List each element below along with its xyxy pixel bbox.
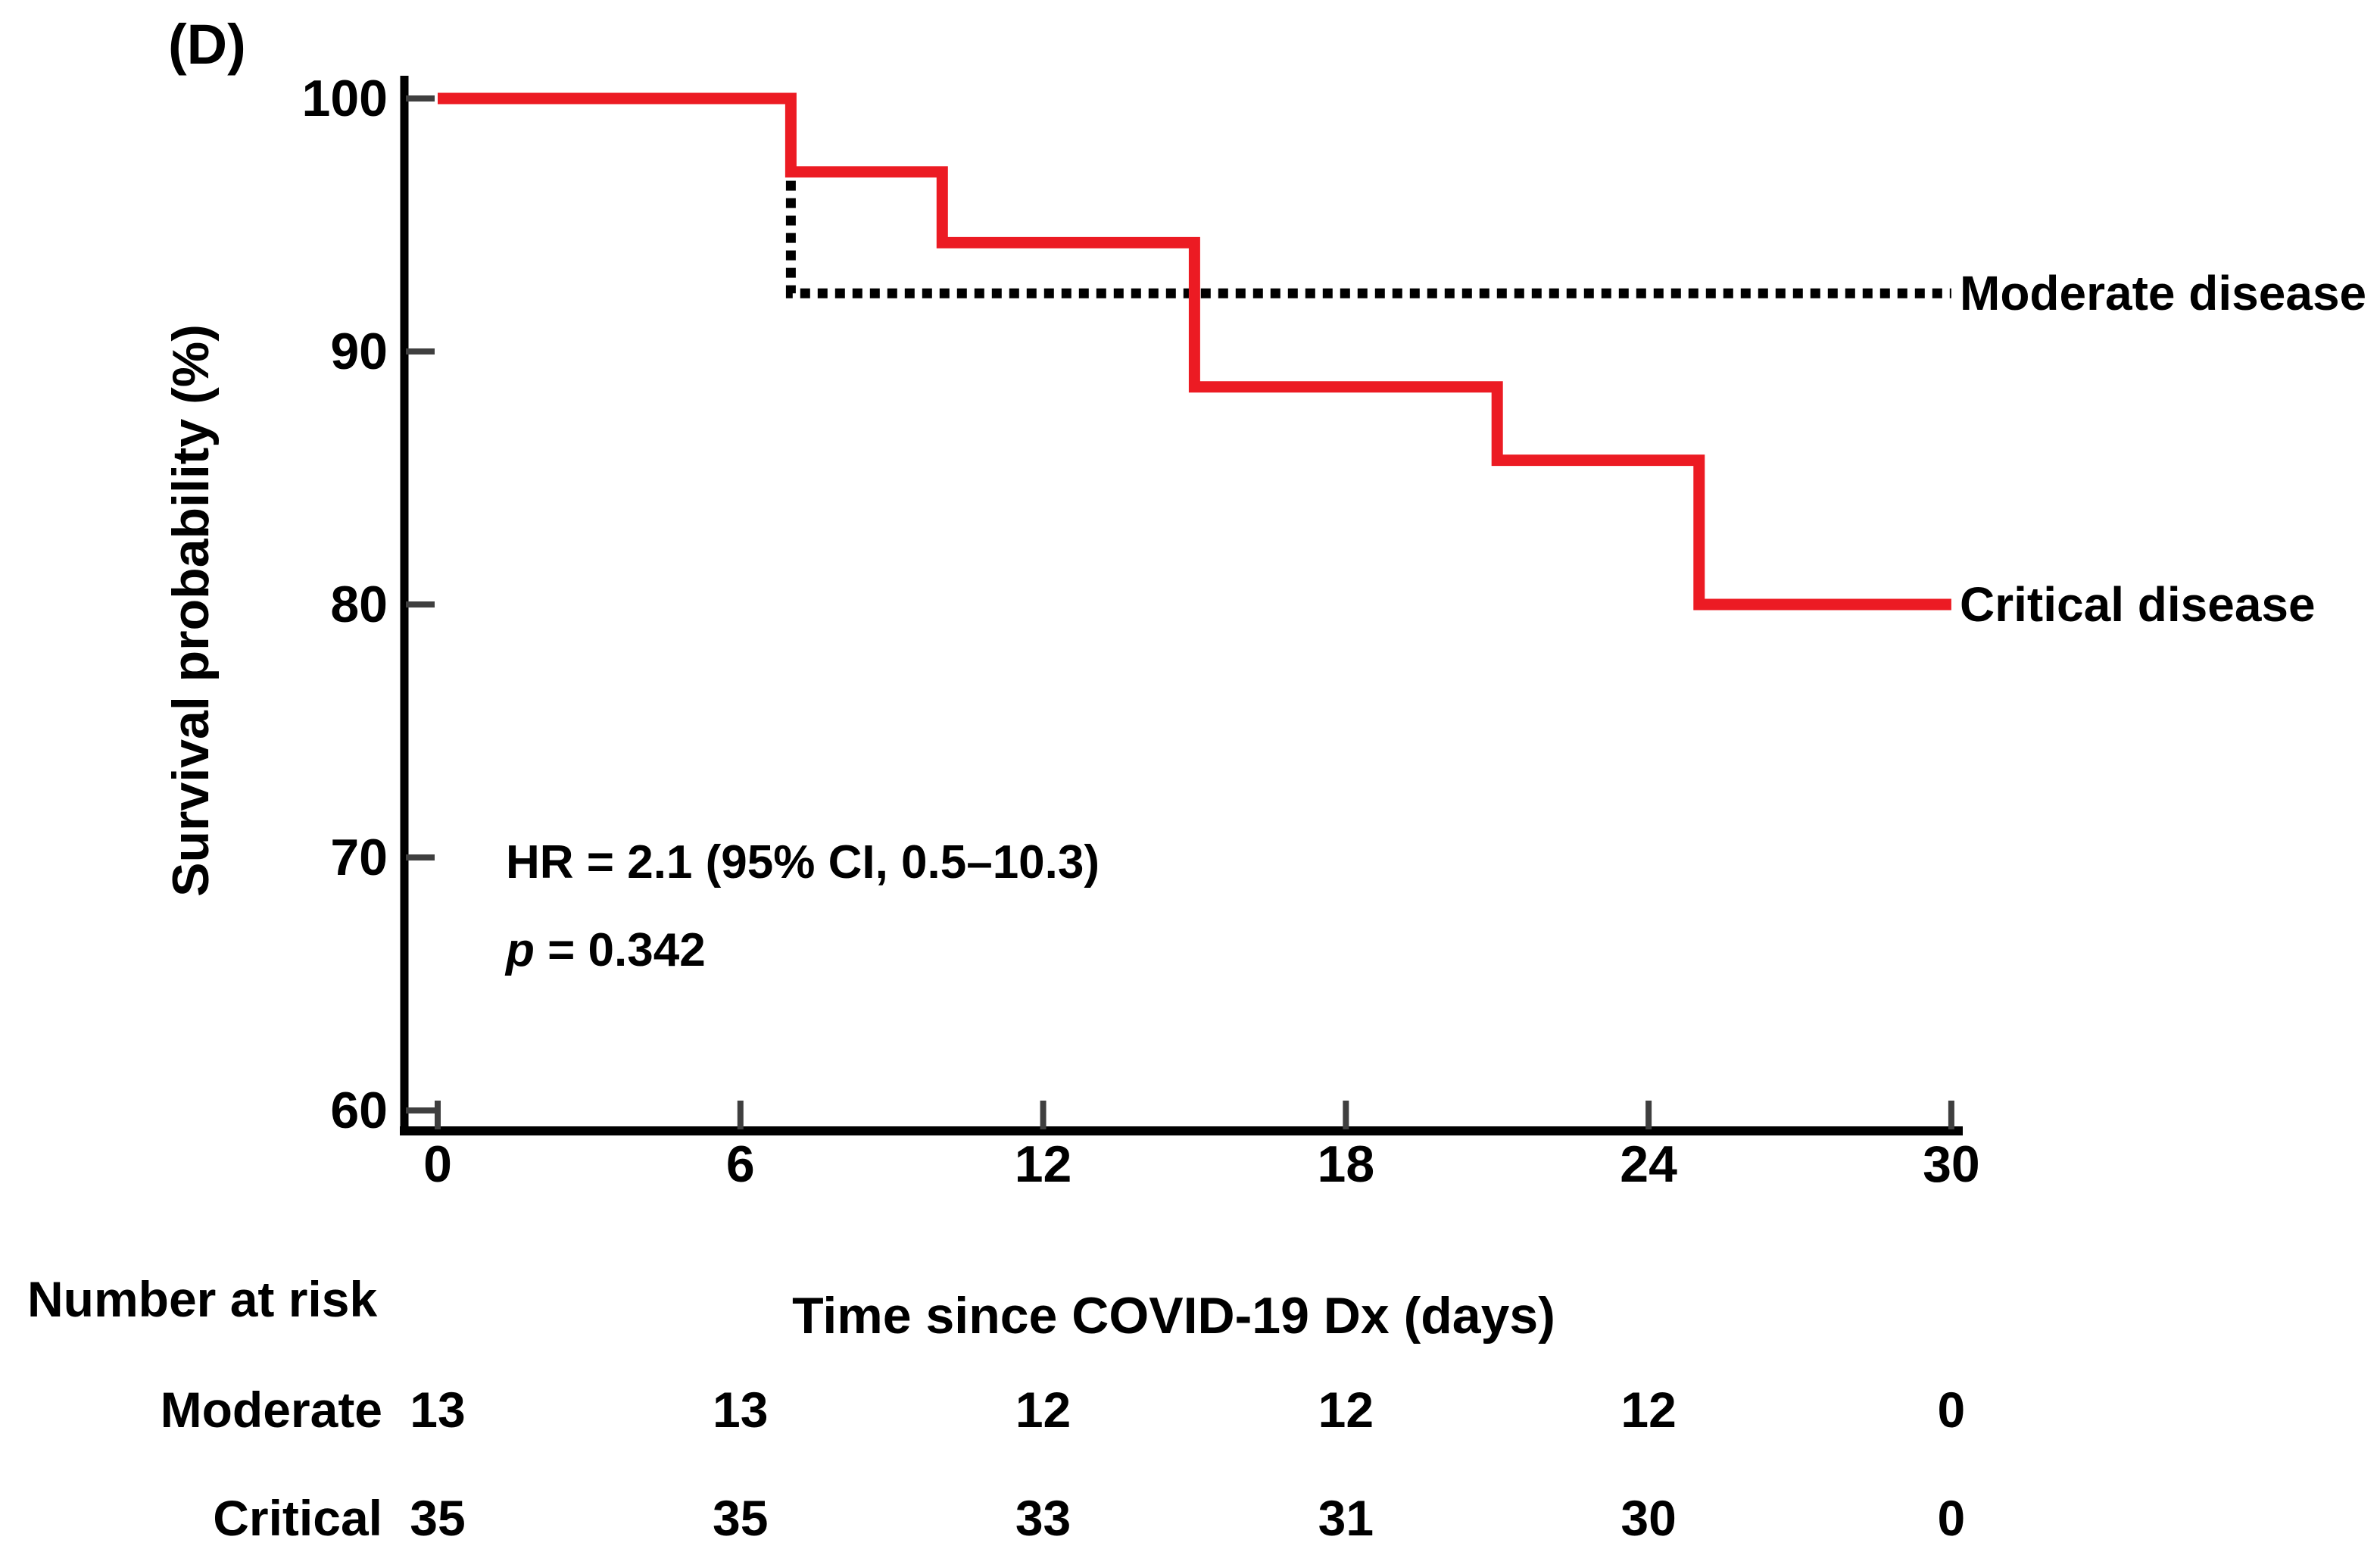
y-tick-label-70: 70: [330, 829, 388, 886]
risk-row-label-moderate: Moderate: [160, 1382, 382, 1438]
risk-moderate-t24: 12: [1620, 1382, 1677, 1438]
risk-critical-t6: 35: [713, 1490, 769, 1546]
risk-moderate-t18: 12: [1318, 1382, 1374, 1438]
x-tick-label-24: 24: [1620, 1135, 1677, 1193]
risk-row-label-critical: Critical: [213, 1490, 382, 1546]
x-tick-label-12: 12: [1014, 1135, 1072, 1193]
x-tick-label-30: 30: [1923, 1135, 1980, 1193]
legend-critical-disease: Critical disease: [1960, 577, 2316, 632]
risk-critical-t12: 33: [1015, 1490, 1071, 1546]
risk-moderate-t6: 13: [713, 1382, 769, 1438]
risk-critical-t0: 35: [410, 1490, 466, 1546]
hazard-ratio-annotation: HR = 2.1 (95% CI, 0.5–10.3): [506, 836, 1100, 889]
p-symbol: p: [506, 924, 535, 976]
p-value-text: = 0.342: [534, 924, 706, 976]
legend-moderate-disease: Moderate disease: [1960, 266, 2367, 321]
x-tick-label-0: 0: [423, 1135, 452, 1193]
series-line-critical-disease: [438, 92, 1951, 611]
y-tick-label-80: 80: [330, 576, 388, 633]
p-value-annotation: p = 0.342: [506, 927, 706, 974]
risk-critical-t24: 30: [1620, 1490, 1677, 1546]
x-tick-label-6: 6: [725, 1135, 755, 1193]
risk-moderate-t30: 0: [1937, 1382, 1966, 1438]
panel-label: (D): [168, 13, 246, 76]
y-tick-label-60: 60: [330, 1082, 388, 1139]
y-tick-label-90: 90: [330, 323, 388, 380]
risk-critical-t18: 31: [1318, 1490, 1374, 1546]
risk-moderate-t0: 13: [410, 1382, 466, 1438]
y-tick-label-100: 100: [301, 70, 388, 127]
x-axis-title: Time since COVID-19 Dx (days): [792, 1287, 1555, 1345]
number-at-risk-header: Number at risk: [27, 1271, 378, 1327]
risk-moderate-t12: 12: [1015, 1382, 1071, 1438]
risk-critical-t30: 0: [1937, 1490, 1966, 1546]
x-tick-label-18: 18: [1317, 1135, 1375, 1193]
